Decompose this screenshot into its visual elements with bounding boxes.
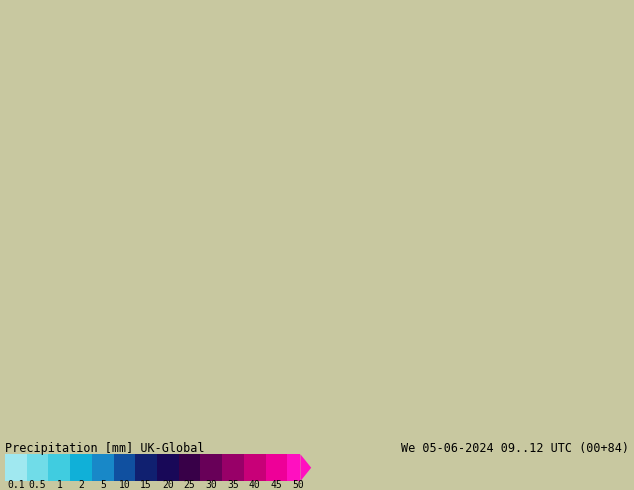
Text: Precipitation [mm] UK-Global: Precipitation [mm] UK-Global [5,442,205,455]
Bar [92,454,113,481]
Bar [266,454,287,481]
Bar [200,454,222,481]
Bar [179,454,200,481]
Text: 30: 30 [205,480,217,490]
Bar [113,454,135,481]
Text: We 05-06-2024 09..12 UTC (00+84): We 05-06-2024 09..12 UTC (00+84) [401,442,629,455]
Bar [48,454,70,481]
Text: 0.1: 0.1 [7,480,25,490]
Polygon shape [301,454,311,481]
Bar [157,454,179,481]
Bar [27,454,48,481]
Text: 2: 2 [78,480,84,490]
Bar [287,454,301,481]
Bar [5,454,27,481]
Text: 1: 1 [56,480,62,490]
Bar [70,454,92,481]
Text: 15: 15 [140,480,152,490]
Text: 0.5: 0.5 [29,480,46,490]
Text: 5: 5 [100,480,106,490]
Text: 40: 40 [249,480,261,490]
Text: 25: 25 [184,480,195,490]
Text: 35: 35 [227,480,239,490]
Text: 10: 10 [119,480,131,490]
Text: 20: 20 [162,480,174,490]
Bar [135,454,157,481]
Bar [244,454,266,481]
Text: 45: 45 [271,480,282,490]
Text: 50: 50 [292,480,304,490]
Bar [222,454,244,481]
